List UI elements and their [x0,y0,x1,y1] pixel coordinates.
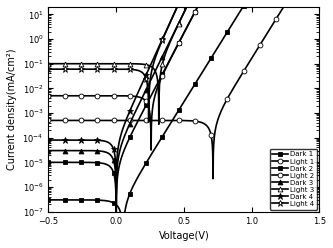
Dark 3 [171,33,175,36]
Light 4 [60,68,64,71]
Dark 3 [178,18,182,21]
Dark 4 [171,14,175,17]
Line: Light 2: Light 2 [46,0,322,153]
Dark 2 [178,38,182,41]
Dark 2 [46,161,50,164]
Line: Dark 4: Dark 4 [45,0,323,197]
Light 1 [178,119,182,122]
Dark 4 [114,192,118,195]
Light 1 [46,119,50,122]
Legend: Dark 1, Light 1, Dark 2, Light 2, Dark 3, Light 3, Dark 4, Light 4: Dark 1, Light 1, Dark 2, Light 2, Dark 3… [269,149,317,210]
Light 3 [46,62,50,65]
Dark 4 [178,0,182,1]
Dark 4 [60,139,64,142]
Light 4 [171,14,175,17]
Light 1 [260,40,264,43]
Line: Dark 1: Dark 1 [46,0,322,248]
Dark 2 [60,161,64,164]
Light 4 [46,68,50,71]
Light 1 [211,177,215,180]
Light 3 [157,123,161,126]
Line: Dark 2: Dark 2 [46,0,322,219]
X-axis label: Voltage(V): Voltage(V) [159,231,209,241]
Dark 3 [114,203,118,206]
Dark 1 [46,198,50,201]
Light 1 [60,119,64,122]
Light 2 [60,94,64,97]
Light 1 [171,119,175,122]
Light 4 [178,0,182,1]
Dark 3 [46,149,50,152]
Line: Dark 3: Dark 3 [46,0,322,207]
Light 2 [46,94,50,97]
Light 3 [60,62,64,65]
Dark 1 [60,198,64,201]
Dark 1 [178,106,182,109]
Line: Light 3: Light 3 [46,0,322,127]
Light 2 [178,38,182,41]
Y-axis label: Current density(mA/cm²): Current density(mA/cm²) [7,49,17,170]
Line: Light 1: Light 1 [46,0,322,181]
Dark 2 [114,216,118,218]
Dark 3 [60,149,64,152]
Light 4 [147,121,151,124]
Dark 2 [171,52,175,55]
Light 2 [149,149,153,152]
Dark 4 [46,139,50,142]
Light 2 [171,52,175,55]
Dark 1 [171,118,175,121]
Light 3 [171,34,175,37]
Line: Light 4: Light 4 [45,0,323,125]
Light 3 [178,18,182,21]
